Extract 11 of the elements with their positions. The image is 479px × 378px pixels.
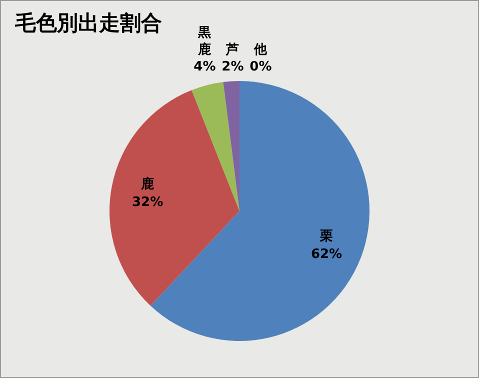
data-label: 2% [222, 59, 244, 74]
category-label: 他 [254, 42, 268, 58]
slice-label: 栗 [319, 228, 334, 244]
data-label: 32% [132, 194, 164, 210]
data-label: 62% [310, 246, 342, 262]
text: 0% [250, 59, 272, 74]
data-label: 4% [194, 59, 216, 74]
chart-title: 毛色別出走割合 [15, 10, 162, 37]
slice-label: 黒鹿 [197, 25, 212, 58]
slice-label: 鹿 [140, 176, 154, 192]
slice-label: 芦 [225, 42, 240, 58]
